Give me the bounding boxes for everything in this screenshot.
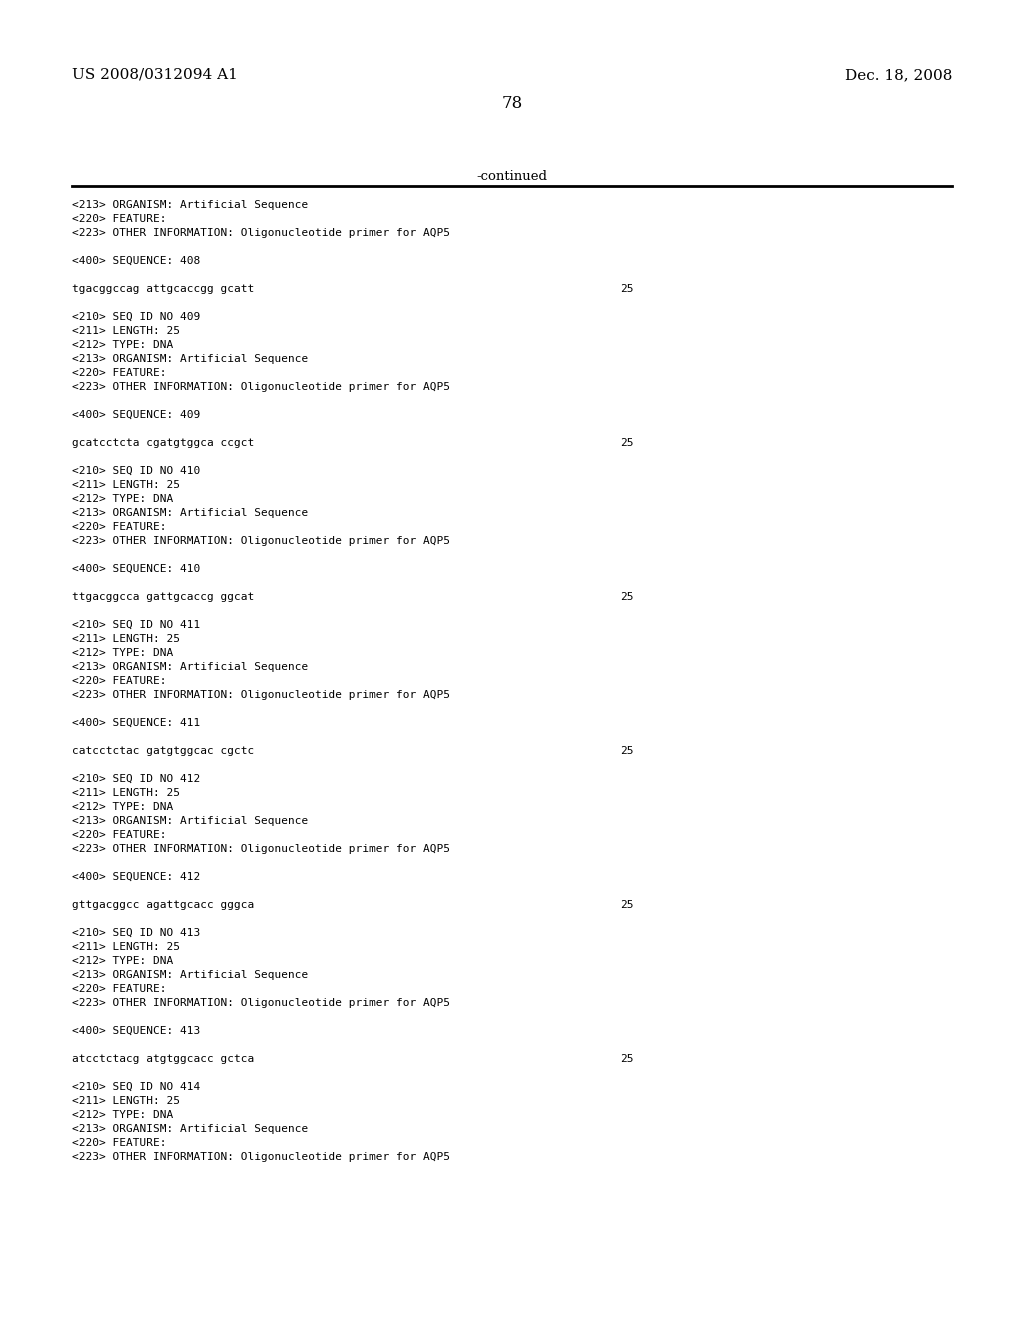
- Text: US 2008/0312094 A1: US 2008/0312094 A1: [72, 69, 238, 82]
- Text: <213> ORGANISM: Artificial Sequence: <213> ORGANISM: Artificial Sequence: [72, 508, 308, 517]
- Text: <400> SEQUENCE: 413: <400> SEQUENCE: 413: [72, 1026, 201, 1036]
- Text: <223> OTHER INFORMATION: Oligonucleotide primer for AQP5: <223> OTHER INFORMATION: Oligonucleotide…: [72, 536, 450, 546]
- Text: <220> FEATURE:: <220> FEATURE:: [72, 368, 167, 378]
- Text: <223> OTHER INFORMATION: Oligonucleotide primer for AQP5: <223> OTHER INFORMATION: Oligonucleotide…: [72, 228, 450, 238]
- Text: <400> SEQUENCE: 408: <400> SEQUENCE: 408: [72, 256, 201, 267]
- Text: <211> LENGTH: 25: <211> LENGTH: 25: [72, 634, 180, 644]
- Text: catcctctac gatgtggcac cgctc: catcctctac gatgtggcac cgctc: [72, 746, 254, 756]
- Text: <210> SEQ ID NO 412: <210> SEQ ID NO 412: [72, 774, 201, 784]
- Text: <223> OTHER INFORMATION: Oligonucleotide primer for AQP5: <223> OTHER INFORMATION: Oligonucleotide…: [72, 843, 450, 854]
- Text: 25: 25: [620, 591, 634, 602]
- Text: <212> TYPE: DNA: <212> TYPE: DNA: [72, 341, 173, 350]
- Text: <400> SEQUENCE: 412: <400> SEQUENCE: 412: [72, 873, 201, 882]
- Text: <212> TYPE: DNA: <212> TYPE: DNA: [72, 803, 173, 812]
- Text: <210> SEQ ID NO 410: <210> SEQ ID NO 410: [72, 466, 201, 477]
- Text: <223> OTHER INFORMATION: Oligonucleotide primer for AQP5: <223> OTHER INFORMATION: Oligonucleotide…: [72, 1152, 450, 1162]
- Text: tgacggccag attgcaccgg gcatt: tgacggccag attgcaccgg gcatt: [72, 284, 254, 294]
- Text: <400> SEQUENCE: 410: <400> SEQUENCE: 410: [72, 564, 201, 574]
- Text: <400> SEQUENCE: 409: <400> SEQUENCE: 409: [72, 411, 201, 420]
- Text: <400> SEQUENCE: 411: <400> SEQUENCE: 411: [72, 718, 201, 729]
- Text: <211> LENGTH: 25: <211> LENGTH: 25: [72, 788, 180, 799]
- Text: <213> ORGANISM: Artificial Sequence: <213> ORGANISM: Artificial Sequence: [72, 663, 308, 672]
- Text: <210> SEQ ID NO 409: <210> SEQ ID NO 409: [72, 312, 201, 322]
- Text: <223> OTHER INFORMATION: Oligonucleotide primer for AQP5: <223> OTHER INFORMATION: Oligonucleotide…: [72, 998, 450, 1008]
- Text: <213> ORGANISM: Artificial Sequence: <213> ORGANISM: Artificial Sequence: [72, 970, 308, 979]
- Text: 25: 25: [620, 438, 634, 447]
- Text: <210> SEQ ID NO 413: <210> SEQ ID NO 413: [72, 928, 201, 939]
- Text: <212> TYPE: DNA: <212> TYPE: DNA: [72, 1110, 173, 1119]
- Text: <212> TYPE: DNA: <212> TYPE: DNA: [72, 648, 173, 657]
- Text: <212> TYPE: DNA: <212> TYPE: DNA: [72, 494, 173, 504]
- Text: <212> TYPE: DNA: <212> TYPE: DNA: [72, 956, 173, 966]
- Text: 25: 25: [620, 900, 634, 909]
- Text: atcctctacg atgtggcacc gctca: atcctctacg atgtggcacc gctca: [72, 1053, 254, 1064]
- Text: <220> FEATURE:: <220> FEATURE:: [72, 1138, 167, 1148]
- Text: 25: 25: [620, 1053, 634, 1064]
- Text: <211> LENGTH: 25: <211> LENGTH: 25: [72, 326, 180, 337]
- Text: gcatcctcta cgatgtggca ccgct: gcatcctcta cgatgtggca ccgct: [72, 438, 254, 447]
- Text: 25: 25: [620, 284, 634, 294]
- Text: ttgacggcca gattgcaccg ggcat: ttgacggcca gattgcaccg ggcat: [72, 591, 254, 602]
- Text: <211> LENGTH: 25: <211> LENGTH: 25: [72, 480, 180, 490]
- Text: <211> LENGTH: 25: <211> LENGTH: 25: [72, 1096, 180, 1106]
- Text: <223> OTHER INFORMATION: Oligonucleotide primer for AQP5: <223> OTHER INFORMATION: Oligonucleotide…: [72, 690, 450, 700]
- Text: <220> FEATURE:: <220> FEATURE:: [72, 214, 167, 224]
- Text: Dec. 18, 2008: Dec. 18, 2008: [845, 69, 952, 82]
- Text: <220> FEATURE:: <220> FEATURE:: [72, 983, 167, 994]
- Text: <213> ORGANISM: Artificial Sequence: <213> ORGANISM: Artificial Sequence: [72, 201, 308, 210]
- Text: <220> FEATURE:: <220> FEATURE:: [72, 521, 167, 532]
- Text: <210> SEQ ID NO 414: <210> SEQ ID NO 414: [72, 1082, 201, 1092]
- Text: -continued: -continued: [476, 170, 548, 183]
- Text: <213> ORGANISM: Artificial Sequence: <213> ORGANISM: Artificial Sequence: [72, 1125, 308, 1134]
- Text: <220> FEATURE:: <220> FEATURE:: [72, 676, 167, 686]
- Text: 25: 25: [620, 746, 634, 756]
- Text: <220> FEATURE:: <220> FEATURE:: [72, 830, 167, 840]
- Text: <213> ORGANISM: Artificial Sequence: <213> ORGANISM: Artificial Sequence: [72, 816, 308, 826]
- Text: gttgacggcc agattgcacc gggca: gttgacggcc agattgcacc gggca: [72, 900, 254, 909]
- Text: 78: 78: [502, 95, 522, 112]
- Text: <223> OTHER INFORMATION: Oligonucleotide primer for AQP5: <223> OTHER INFORMATION: Oligonucleotide…: [72, 381, 450, 392]
- Text: <210> SEQ ID NO 411: <210> SEQ ID NO 411: [72, 620, 201, 630]
- Text: <211> LENGTH: 25: <211> LENGTH: 25: [72, 942, 180, 952]
- Text: <213> ORGANISM: Artificial Sequence: <213> ORGANISM: Artificial Sequence: [72, 354, 308, 364]
